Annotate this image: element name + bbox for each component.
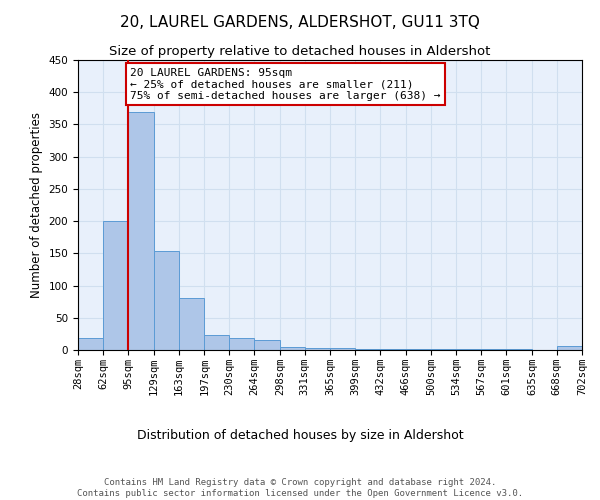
Y-axis label: Number of detached properties: Number of detached properties xyxy=(30,112,43,298)
Bar xyxy=(305,348,330,350)
Text: Size of property relative to detached houses in Aldershot: Size of property relative to detached ho… xyxy=(109,45,491,58)
Bar xyxy=(78,338,103,350)
Bar xyxy=(128,112,154,350)
Bar xyxy=(406,348,431,350)
Bar xyxy=(330,348,355,350)
Bar xyxy=(280,347,305,350)
Bar xyxy=(229,338,254,350)
Bar xyxy=(154,252,179,350)
Text: Distribution of detached houses by size in Aldershot: Distribution of detached houses by size … xyxy=(137,430,463,442)
Bar xyxy=(557,346,582,350)
Text: Contains HM Land Registry data © Crown copyright and database right 2024.
Contai: Contains HM Land Registry data © Crown c… xyxy=(77,478,523,498)
Bar xyxy=(380,348,406,350)
Bar xyxy=(355,348,380,350)
Bar xyxy=(179,298,205,350)
Text: 20, LAUREL GARDENS, ALDERSHOT, GU11 3TQ: 20, LAUREL GARDENS, ALDERSHOT, GU11 3TQ xyxy=(120,15,480,30)
Bar xyxy=(205,335,229,350)
Bar xyxy=(103,221,128,350)
Text: 20 LAUREL GARDENS: 95sqm
← 25% of detached houses are smaller (211)
75% of semi-: 20 LAUREL GARDENS: 95sqm ← 25% of detach… xyxy=(130,68,441,101)
Bar xyxy=(254,340,280,350)
